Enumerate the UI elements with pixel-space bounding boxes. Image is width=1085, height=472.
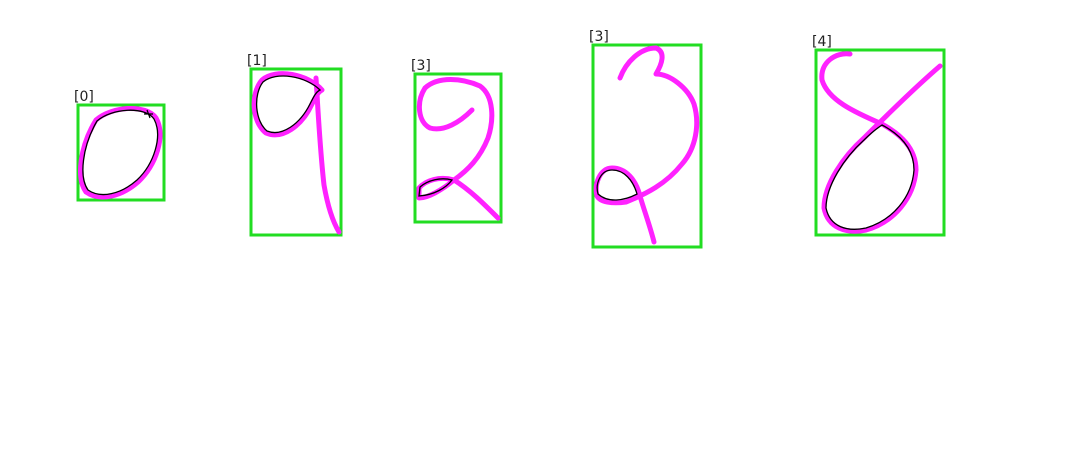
detection-0-label: [0] bbox=[74, 89, 94, 105]
detection-3-label: [3] bbox=[589, 29, 609, 45]
detection-0: [0] bbox=[74, 89, 166, 202]
detection-0-stroke bbox=[78, 105, 163, 200]
detection-0-box bbox=[76, 103, 166, 202]
detection-4-box bbox=[814, 48, 946, 237]
detection-4: [4] bbox=[812, 34, 946, 237]
detection-2-box bbox=[413, 72, 503, 224]
detection-4-stroke bbox=[819, 51, 943, 234]
detection-1-loop-stroke bbox=[251, 71, 325, 138]
detection-1-loop-outline bbox=[256, 75, 322, 134]
detection-3-loop-outline bbox=[596, 169, 638, 201]
detection-4-label: [4] bbox=[812, 34, 832, 50]
detection-1-box bbox=[249, 67, 343, 237]
detection-2-stroke bbox=[416, 77, 501, 221]
detection-4-loop-outline bbox=[825, 124, 915, 230]
detection-0-loop-outline bbox=[82, 109, 159, 196]
detection-3: [3] bbox=[589, 29, 703, 249]
detection-2-label: [3] bbox=[411, 58, 431, 74]
detection-3-box bbox=[591, 43, 703, 249]
detection-1-label: [1] bbox=[247, 53, 267, 69]
detection-2: [3] bbox=[411, 58, 503, 224]
detection-1-tail-stroke bbox=[313, 75, 342, 235]
detection-3-stroke bbox=[593, 45, 700, 245]
detection-0-tick bbox=[144, 109, 153, 119]
detection-1: [1] bbox=[247, 53, 343, 237]
detection-2-loop-outline bbox=[418, 178, 454, 197]
